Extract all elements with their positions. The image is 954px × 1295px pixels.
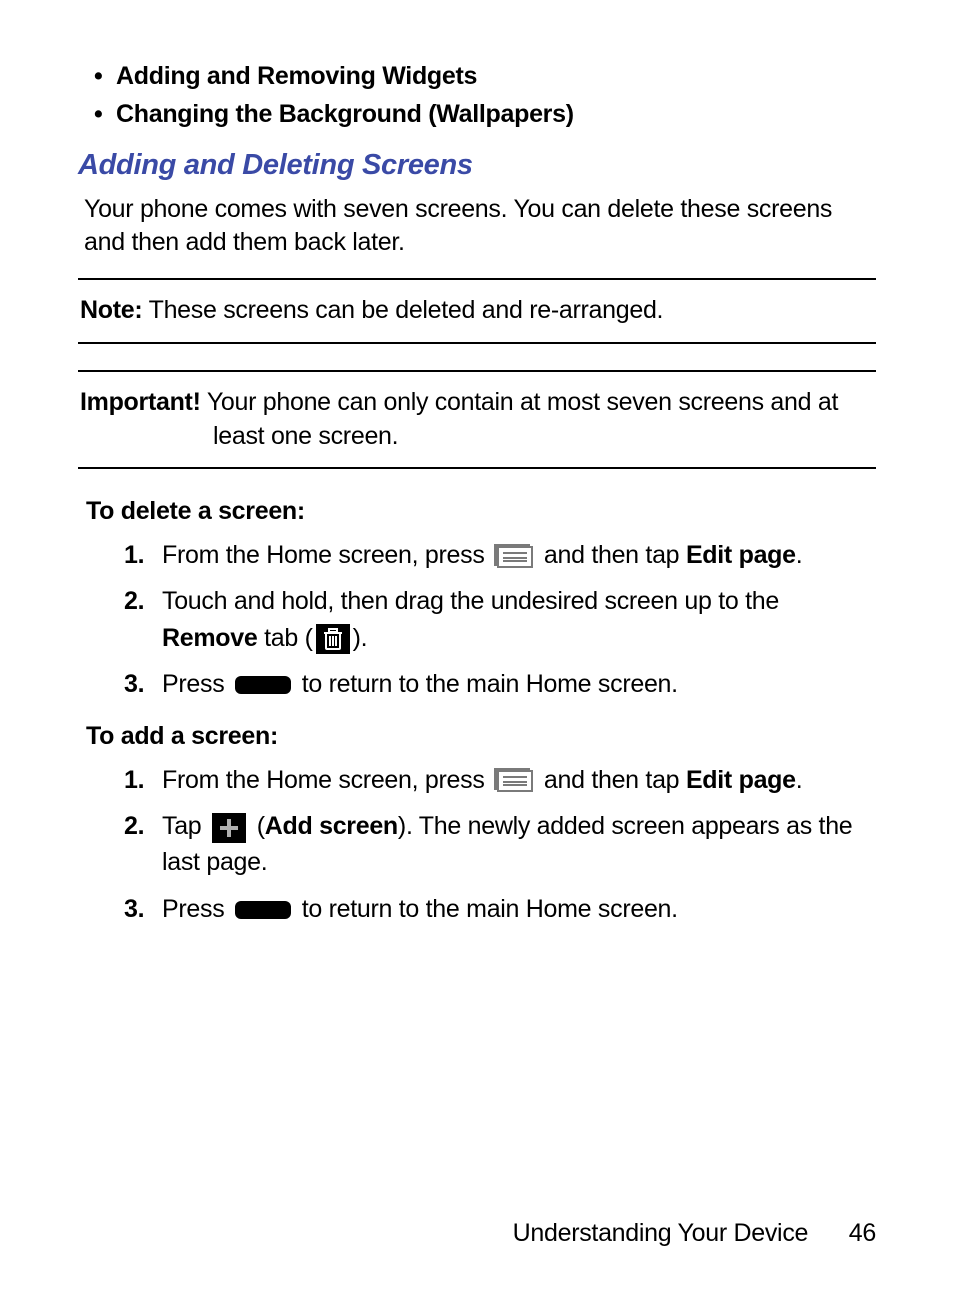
step-text: and then tap xyxy=(544,541,686,569)
step-text: . xyxy=(796,766,803,794)
step-text: From the Home screen, press xyxy=(162,766,491,794)
bullet-item: Changing the Background (Wallpapers) xyxy=(116,98,876,132)
manual-page: Adding and Removing Widgets Changing the… xyxy=(0,0,954,1295)
delete-steps: From the Home screen, press and then tap… xyxy=(78,537,876,702)
step-text: to return to the main Home screen. xyxy=(302,895,678,923)
footer-section: Understanding Your Device xyxy=(513,1219,808,1247)
important-text: Your phone can only contain at most seve… xyxy=(207,388,838,450)
step-text: Press xyxy=(162,895,231,923)
step-item: Tap (Add screen). The newly added screen… xyxy=(162,808,876,881)
menu-icon xyxy=(497,546,533,568)
step-item: From the Home screen, press and then tap… xyxy=(162,537,876,573)
step-item: Press to return to the main Home screen. xyxy=(162,891,876,927)
note-label: Note: xyxy=(80,296,142,324)
step-item: From the Home screen, press and then tap… xyxy=(162,762,876,798)
home-bar-icon xyxy=(235,901,291,919)
step-item: Press to return to the main Home screen. xyxy=(162,666,876,702)
add-heading: To add a screen: xyxy=(86,720,876,754)
step-text: tab ( xyxy=(257,624,312,652)
step-text: Press xyxy=(162,670,231,698)
important-callout: Important! Your phone can only contain a… xyxy=(78,370,876,470)
step-text: Touch and hold, then drag the undesired … xyxy=(162,587,779,615)
add-screen-label: Add screen xyxy=(265,812,398,840)
section-heading: Adding and Deleting Screens xyxy=(78,146,876,185)
home-bar-icon xyxy=(235,676,291,694)
step-text: to return to the main Home screen. xyxy=(302,670,678,698)
note-callout: Note: These screens can be deleted and r… xyxy=(78,278,876,344)
step-text: From the Home screen, press xyxy=(162,541,491,569)
note-body: These screens can be deleted and re-arra… xyxy=(149,296,664,324)
plus-icon xyxy=(212,813,246,843)
step-item: Touch and hold, then drag the undesired … xyxy=(162,583,876,656)
step-text: ( xyxy=(257,812,265,840)
step-text: and then tap xyxy=(544,766,686,794)
menu-icon xyxy=(497,770,533,792)
edit-page-label: Edit page xyxy=(686,766,796,794)
trash-icon xyxy=(316,624,350,654)
intro-text: Your phone comes with seven screens. You… xyxy=(84,193,876,261)
add-steps: From the Home screen, press and then tap… xyxy=(78,762,876,927)
page-number: 46 xyxy=(849,1219,876,1247)
bullet-item: Adding and Removing Widgets xyxy=(116,60,876,94)
feature-bullets: Adding and Removing Widgets Changing the… xyxy=(78,60,876,132)
page-footer: Understanding Your Device 46 xyxy=(513,1217,876,1251)
remove-label: Remove xyxy=(162,624,257,652)
step-text: . xyxy=(796,541,803,569)
important-label: Important! xyxy=(80,388,201,416)
step-text: Tap xyxy=(162,812,208,840)
step-text: ). xyxy=(353,624,368,652)
edit-page-label: Edit page xyxy=(686,541,796,569)
delete-heading: To delete a screen: xyxy=(86,495,876,529)
